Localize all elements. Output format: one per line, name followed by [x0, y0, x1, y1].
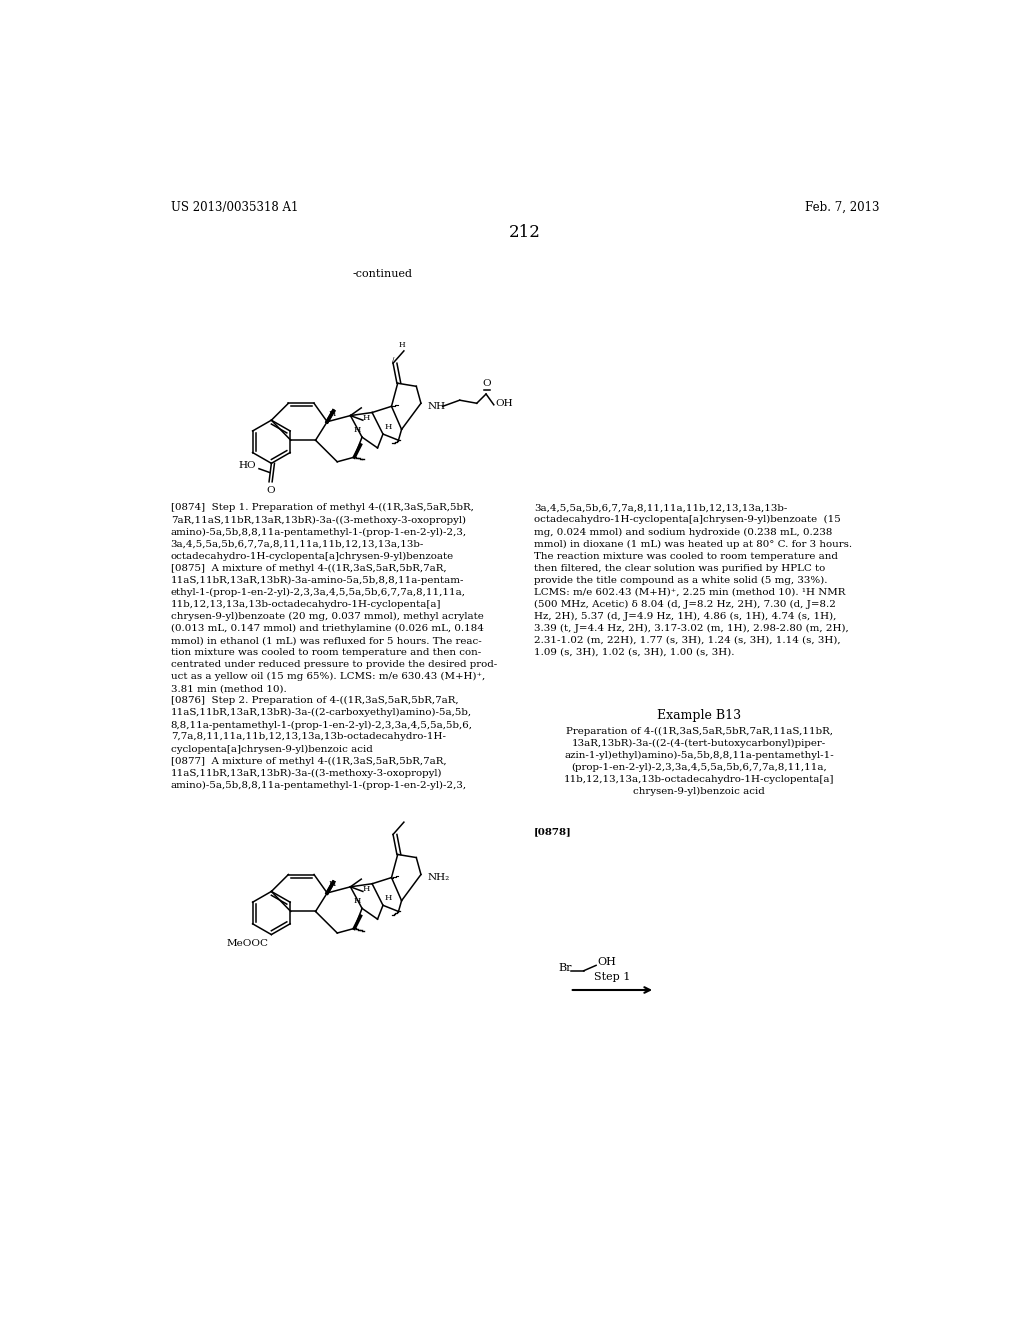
Text: [0874]  Step 1. Preparation of methyl 4-((1R,3aS,5aR,5bR,
7aR,11aS,11bR,13aR,13b: [0874] Step 1. Preparation of methyl 4-(… [171, 503, 497, 789]
Text: Feb. 7, 2013: Feb. 7, 2013 [805, 201, 880, 214]
Text: H: H [353, 426, 360, 434]
Text: O: O [266, 487, 274, 495]
Text: NH₂: NH₂ [427, 873, 450, 882]
Text: Step 1: Step 1 [594, 973, 631, 982]
Text: Example B13: Example B13 [657, 709, 741, 722]
Text: OH: OH [496, 399, 513, 408]
Text: H: H [399, 341, 406, 348]
Text: H: H [362, 414, 370, 422]
Text: H: H [362, 886, 370, 894]
Text: 212: 212 [509, 224, 541, 240]
Text: H: H [329, 411, 336, 418]
Text: Br: Br [558, 964, 571, 973]
Text: HO: HO [239, 461, 256, 470]
Text: MeOOC: MeOOC [226, 940, 268, 948]
Text: H: H [385, 894, 392, 903]
Text: O: O [482, 379, 492, 388]
Text: Preparation of 4-((1R,3aS,5aR,5bR,7aR,11aS,11bR,
13aR,13bR)-3a-((2-(4-(tert-buto: Preparation of 4-((1R,3aS,5aR,5bR,7aR,11… [564, 726, 835, 796]
Text: NH: NH [427, 401, 445, 411]
Text: H: H [353, 898, 360, 906]
Text: H: H [329, 880, 336, 888]
Text: 3a,4,5,5a,5b,6,7,7a,8,11,11a,11b,12,13,13a,13b-
octadecahydro-1H-cyclopenta[a]ch: 3a,4,5,5a,5b,6,7,7a,8,11,11a,11b,12,13,1… [535, 503, 852, 657]
Text: /: / [391, 356, 394, 363]
Text: H: H [385, 422, 392, 430]
Text: OH: OH [598, 957, 616, 968]
Text: US 2013/0035318 A1: US 2013/0035318 A1 [171, 201, 298, 214]
Text: [0878]: [0878] [535, 826, 571, 836]
Text: -continued: -continued [352, 268, 413, 279]
